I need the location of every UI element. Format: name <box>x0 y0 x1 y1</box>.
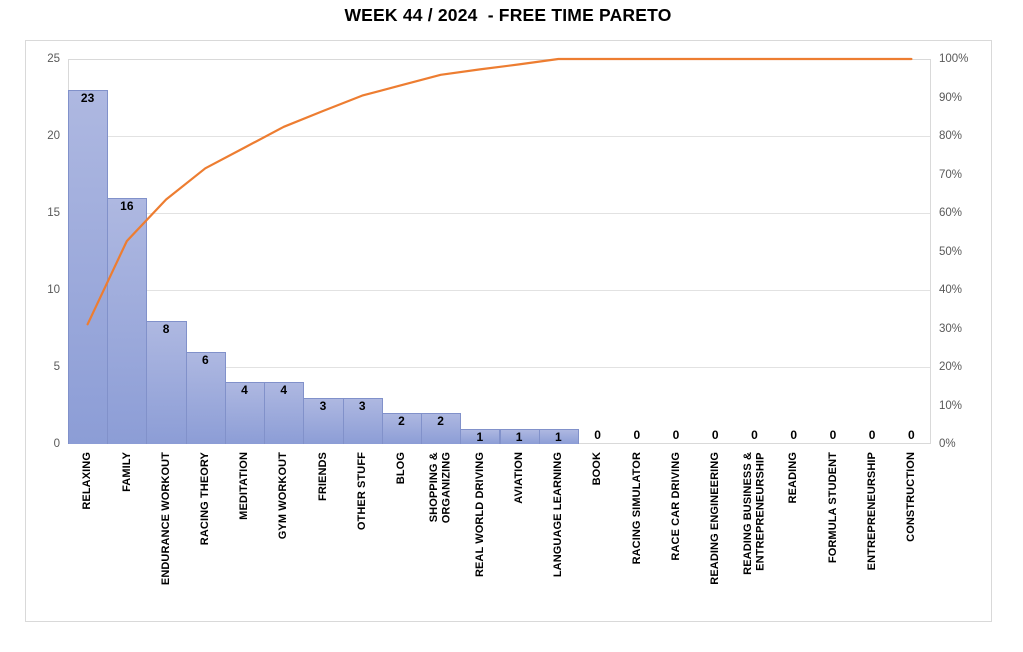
category-label: SHOPPING & ORGANIZING <box>421 452 460 621</box>
left-axis-tick: 5 <box>53 361 60 373</box>
category-label: READING <box>774 452 813 621</box>
bar-data-label: 4 <box>280 383 288 398</box>
category-label-text: FRIENDS <box>316 452 329 501</box>
right-axis-tick: 80% <box>939 130 963 142</box>
category-label: CONSTRUCTION <box>892 452 931 621</box>
right-axis-tick: 30% <box>939 322 963 335</box>
category-label: BOOK <box>578 452 617 621</box>
bar <box>185 351 226 444</box>
bar <box>538 428 579 444</box>
category-label: RACING THEORY <box>186 452 225 621</box>
category-label-text: BLOG <box>395 452 408 485</box>
bar-data-label: 6 <box>201 352 209 367</box>
bar-data-label: 1 <box>554 429 562 444</box>
bar-data-label: 2 <box>437 414 444 429</box>
category-label-text: READING BUSINESS & ENTREPRENEURSHIP <box>741 452 767 575</box>
gridline <box>68 367 931 368</box>
category-label: GYM WORKOUT <box>264 452 303 621</box>
left-axis-tick: 20 <box>47 130 60 142</box>
bar <box>224 382 266 444</box>
bar <box>342 397 383 444</box>
bar-data-label: 3 <box>319 398 327 413</box>
category-label: LANGUAGE LEARNING <box>539 452 578 621</box>
bar-data-label: 16 <box>120 198 134 213</box>
category-label-text: RACE CAR DRIVING <box>669 452 682 561</box>
bar-data-label: 0 <box>594 428 601 442</box>
category-axis-labels: RELAXING FAMILY ENDURANCE WORKOUT RACING TH… <box>26 41 991 621</box>
category-label-text: RACING THEORY <box>199 452 212 546</box>
bar-data-label: 23 <box>80 90 95 105</box>
left-axis-tick: 10 <box>47 284 60 296</box>
bar-data-label: 1 <box>476 429 484 444</box>
left-axis-tick: 0 <box>53 438 60 450</box>
left-axis-ticks: 0 5 10 15 20 25 <box>26 41 991 621</box>
category-label-text: FAMILY <box>120 452 133 492</box>
bar-data-label: 0 <box>711 428 719 442</box>
category-label: MEDITATION <box>225 452 264 621</box>
category-label: ENDURANCE WORKOUT <box>146 452 185 621</box>
category-label: READING BUSINESS & ENTREPRENEURSHIP <box>735 452 774 621</box>
right-axis-tick: 70% <box>939 168 963 181</box>
category-label-text: RELAXING <box>81 452 94 510</box>
right-axis-tick: 40% <box>939 284 963 296</box>
bar-data-label: 0 <box>751 428 758 442</box>
right-axis-tick: 50% <box>939 245 963 258</box>
category-label: READING ENGINEERING <box>696 452 735 621</box>
right-axis-tick: 60% <box>939 207 963 219</box>
category-label: RELAXING <box>68 452 107 621</box>
chart-frame: 23 16 8 6 4 4 3 3 2 2 1 1 1 0 0 0 0 0 0 0 0 0 0 5 10 15 20 25 0% 10… <box>25 40 992 622</box>
bar-data-label: 0 <box>790 428 798 442</box>
category-label-text: READING <box>787 452 800 504</box>
category-label-text: AVIATION <box>512 452 525 504</box>
category-label-text: MEDITATION <box>238 452 251 520</box>
category-label: RACING SIMULATOR <box>617 452 656 621</box>
right-axis-tick: 100% <box>939 53 969 65</box>
category-label-text: ENTREPRENEURSHIP <box>865 452 878 571</box>
category-label-text: READING ENGINEERING <box>708 452 721 585</box>
category-label: FAMILY <box>107 452 146 621</box>
category-label-text: RACING SIMULATOR <box>630 452 643 565</box>
left-axis-tick: 15 <box>47 207 60 219</box>
bar-data-label: 0 <box>829 428 837 442</box>
bar-data-label: 2 <box>398 414 405 429</box>
category-label: ENTREPRENEURSHIP <box>853 452 892 621</box>
category-label-text: GYM WORKOUT <box>277 452 290 540</box>
category-label-text: BOOK <box>591 452 604 486</box>
category-label-text: REAL WORLD DRIVING <box>473 452 486 578</box>
left-axis-tick: 25 <box>47 53 60 65</box>
category-label: AVIATION <box>500 452 539 621</box>
bar-data-label: 0 <box>672 428 680 442</box>
category-label-text: LANGUAGE LEARNING <box>552 452 565 578</box>
right-axis-tick: 90% <box>939 91 963 104</box>
bar-data-label: 1 <box>515 429 523 444</box>
bar-data-label: 3 <box>358 398 366 413</box>
right-axis-tick: 10% <box>939 399 963 412</box>
category-label-text: SHOPPING & ORGANIZING <box>428 452 453 524</box>
bar <box>146 320 187 444</box>
category-label-text: ENDURANCE WORKOUT <box>159 452 172 586</box>
category-label: BLOG <box>382 452 421 621</box>
category-label: REAL WORLD DRIVING <box>460 452 499 621</box>
right-axis-tick: 20% <box>939 361 963 373</box>
bar-data-label: 0 <box>633 428 641 442</box>
category-label-text: CONSTRUCTION <box>905 452 918 542</box>
bar <box>264 382 305 444</box>
right-axis-tick: 0% <box>939 438 956 450</box>
bar <box>421 413 462 444</box>
category-label-text: OTHER STUFF <box>355 452 368 531</box>
category-label-text: FORMULA STUDENT <box>826 452 839 564</box>
category-label: OTHER STUFF <box>343 452 382 621</box>
bar-data-label: 0 <box>908 428 915 442</box>
category-label: FRIENDS <box>303 452 342 621</box>
bar-data-label: 8 <box>162 321 170 336</box>
right-axis-ticks: 0% 10% 20% 30% 40% 50% 60% 70% 80% 90% 100% <box>26 41 991 621</box>
category-label: FORMULA STUDENT <box>813 452 852 621</box>
bar-data-label: 0 <box>868 428 876 442</box>
bar-data-label: 4 <box>241 383 248 398</box>
category-label: RACE CAR DRIVING <box>656 452 695 621</box>
data-labels-layer: 23 16 8 6 4 4 3 3 2 2 1 1 1 0 0 0 0 0 0 0 0 0 <box>26 41 991 621</box>
bar <box>381 413 423 444</box>
chart-title: WEEK 44 / 2024 - FREE TIME PARETO <box>344 5 672 25</box>
